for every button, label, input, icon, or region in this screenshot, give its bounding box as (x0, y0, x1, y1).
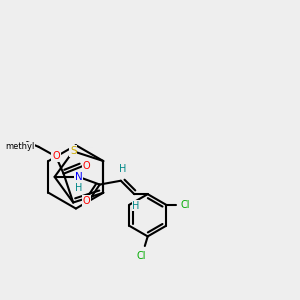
Text: H: H (119, 164, 126, 174)
Text: H: H (133, 201, 140, 211)
Text: S: S (70, 146, 76, 156)
Text: Cl: Cl (180, 200, 190, 210)
Text: O: O (82, 196, 90, 206)
Text: N: N (75, 172, 83, 182)
Text: Cl: Cl (136, 250, 146, 261)
Text: O: O (52, 152, 60, 161)
Text: O: O (83, 161, 91, 171)
Text: H: H (75, 183, 82, 194)
Text: methyl: methyl (5, 142, 35, 151)
